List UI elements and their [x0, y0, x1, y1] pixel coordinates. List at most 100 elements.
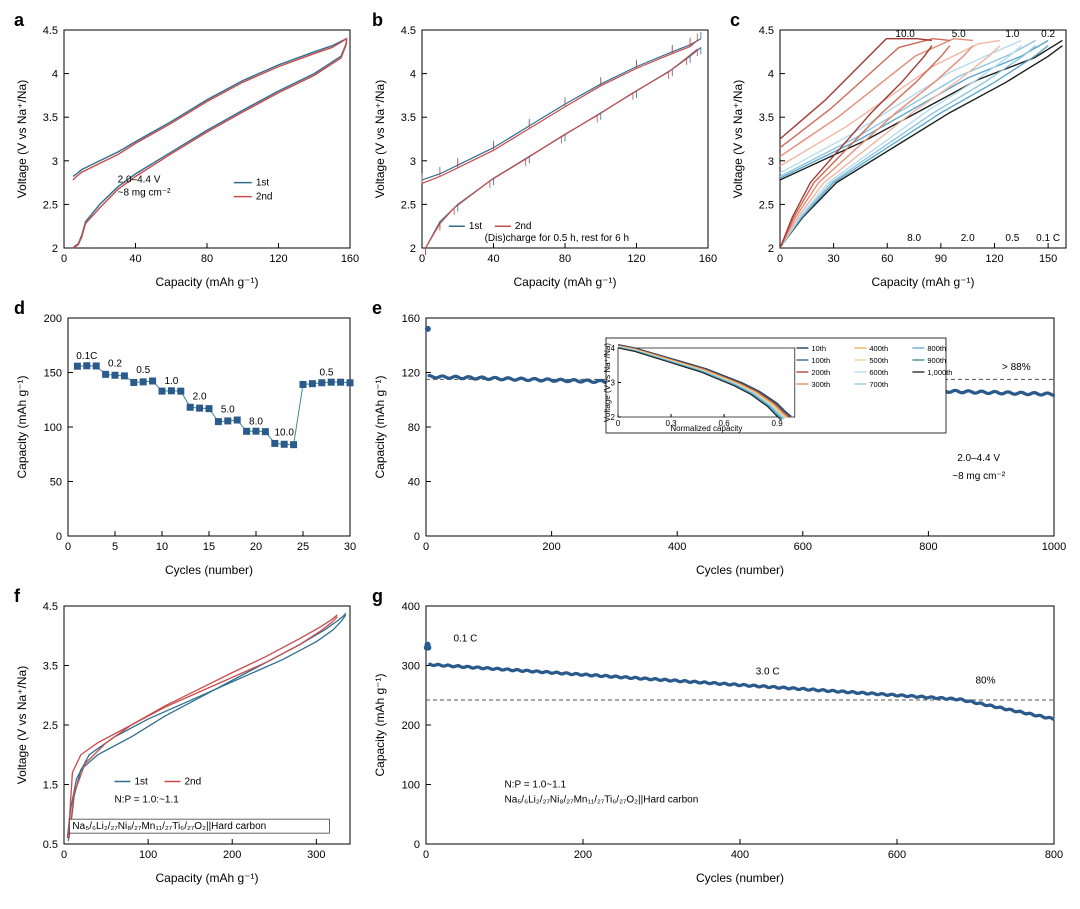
panel-c-label: c — [730, 10, 740, 31]
panel-b-label: b — [372, 10, 383, 31]
svg-text:0.5: 0.5 — [136, 365, 150, 376]
svg-text:15: 15 — [203, 541, 215, 553]
svg-text:40: 40 — [487, 253, 499, 265]
svg-text:Cycles (number): Cycles (number) — [696, 563, 784, 577]
svg-text:80: 80 — [201, 253, 213, 265]
svg-text:4.5: 4.5 — [43, 601, 58, 613]
svg-text:100: 100 — [44, 422, 62, 434]
svg-text:200th: 200th — [811, 368, 830, 377]
svg-text:5.0: 5.0 — [221, 404, 235, 415]
svg-text:20: 20 — [250, 541, 262, 553]
chart-e: 0200400600800100004080120160Cycles (numb… — [370, 300, 1070, 580]
row-3: f 01002003000.51.52.53.54.5Capacity (mAh… — [12, 588, 1068, 888]
svg-text:300th: 300th — [811, 380, 830, 389]
svg-text:2.5: 2.5 — [43, 199, 58, 211]
panel-e-label: e — [372, 298, 382, 319]
svg-text:Cycles (number): Cycles (number) — [165, 563, 253, 577]
row-1: a 0408012016022.533.544.5Capacity (mAh g… — [12, 12, 1068, 292]
svg-text:400: 400 — [402, 601, 420, 613]
chart-d: 051015202530050100150200Cycles (number)C… — [12, 300, 362, 580]
svg-text:8.0: 8.0 — [907, 233, 921, 244]
svg-text:Voltage (V vs Na⁺/Na): Voltage (V vs Na⁺/Na) — [15, 666, 29, 784]
panel-e: e 0200400600800100004080120160Cycles (nu… — [370, 300, 1070, 580]
svg-text:3.5: 3.5 — [401, 112, 416, 124]
svg-text:500th: 500th — [869, 356, 888, 365]
svg-text:120: 120 — [269, 253, 287, 265]
svg-text:80: 80 — [559, 253, 571, 265]
svg-text:1st: 1st — [469, 221, 483, 232]
svg-text:Capacity (mAh g⁻¹): Capacity (mAh g⁻¹) — [155, 871, 258, 885]
svg-text:0.2: 0.2 — [1041, 29, 1055, 40]
svg-text:80: 80 — [408, 422, 420, 434]
svg-text:800th: 800th — [927, 344, 946, 353]
svg-text:0.1 C: 0.1 C — [1036, 233, 1060, 244]
svg-text:800: 800 — [919, 541, 937, 553]
svg-text:700th: 700th — [869, 380, 888, 389]
chart-f: 01002003000.51.52.53.54.5Capacity (mAh g… — [12, 588, 362, 888]
svg-text:10.0: 10.0 — [274, 427, 294, 438]
svg-text:4.5: 4.5 — [43, 25, 58, 37]
svg-text:80%: 80% — [976, 675, 996, 686]
svg-text:600: 600 — [888, 849, 906, 861]
svg-text:4.5: 4.5 — [401, 25, 416, 37]
svg-text:4: 4 — [52, 69, 58, 81]
svg-text:1,000th: 1,000th — [927, 368, 952, 377]
svg-text:40: 40 — [408, 477, 420, 489]
svg-text:0: 0 — [423, 849, 429, 861]
svg-text:400: 400 — [668, 541, 686, 553]
svg-text:1st: 1st — [256, 178, 270, 189]
svg-text:1.0: 1.0 — [1005, 29, 1019, 40]
panel-b: b 0408012016022.533.544.5Capacity (mAh g… — [370, 12, 720, 292]
svg-text:Capacity (mAh g⁻¹): Capacity (mAh g⁻¹) — [15, 375, 29, 478]
svg-text:0: 0 — [777, 253, 783, 265]
svg-text:> 88%: > 88% — [1002, 362, 1031, 373]
svg-text:200: 200 — [542, 541, 560, 553]
svg-text:Capacity (mAh g⁻¹): Capacity (mAh g⁻¹) — [513, 275, 616, 289]
svg-text:Capacity (mAh g⁻¹): Capacity (mAh g⁻¹) — [373, 375, 387, 478]
svg-text:Capacity (mAh g⁻¹): Capacity (mAh g⁻¹) — [871, 275, 974, 289]
svg-text:4.5: 4.5 — [759, 25, 774, 37]
svg-text:120: 120 — [402, 368, 420, 380]
svg-text:0: 0 — [65, 541, 71, 553]
panel-g-label: g — [372, 586, 383, 607]
svg-text:120: 120 — [627, 253, 645, 265]
svg-text:0: 0 — [414, 839, 420, 851]
svg-text:Voltage (V vs Na⁺/Na): Voltage (V vs Na⁺/Na) — [603, 343, 612, 422]
svg-text:200: 200 — [574, 849, 592, 861]
chart-b: 0408012016022.533.544.5Capacity (mAh g⁻¹… — [370, 12, 720, 292]
svg-text:0: 0 — [56, 531, 62, 543]
svg-text:30: 30 — [344, 541, 356, 553]
svg-text:2nd: 2nd — [515, 221, 532, 232]
svg-text:0.5: 0.5 — [320, 367, 334, 378]
svg-text:3.0 C: 3.0 C — [756, 666, 780, 677]
panel-a: a 0408012016022.533.544.5Capacity (mAh g… — [12, 12, 362, 292]
svg-text:~8 mg cm⁻²: ~8 mg cm⁻² — [952, 471, 1005, 482]
svg-text:N:P = 1.0~1.1: N:P = 1.0~1.1 — [505, 779, 567, 790]
svg-text:2.5: 2.5 — [759, 199, 774, 211]
svg-text:10.0: 10.0 — [895, 29, 915, 40]
svg-text:2.0: 2.0 — [193, 391, 207, 402]
svg-text:1.5: 1.5 — [43, 780, 58, 792]
svg-text:2: 2 — [410, 243, 416, 255]
svg-text:4: 4 — [410, 69, 416, 81]
svg-text:1st: 1st — [134, 777, 148, 788]
panel-a-label: a — [14, 10, 24, 31]
svg-text:0: 0 — [61, 253, 67, 265]
svg-text:10th: 10th — [811, 344, 826, 353]
svg-text:1.0: 1.0 — [164, 376, 178, 387]
svg-text:3.5: 3.5 — [43, 661, 58, 673]
svg-text:2: 2 — [52, 243, 58, 255]
svg-text:300: 300 — [307, 849, 325, 861]
svg-text:0: 0 — [61, 849, 67, 861]
svg-text:3: 3 — [410, 156, 416, 168]
svg-text:Cycles (number): Cycles (number) — [696, 871, 784, 885]
svg-text:400: 400 — [731, 849, 749, 861]
chart-c: 030609012015022.533.544.5Capacity (mAh g… — [728, 12, 1078, 292]
svg-text:10: 10 — [156, 541, 168, 553]
svg-text:3: 3 — [52, 156, 58, 168]
svg-text:2: 2 — [768, 243, 774, 255]
svg-text:200: 200 — [44, 313, 62, 325]
svg-text:900th: 900th — [927, 356, 946, 365]
svg-text:0.1C: 0.1C — [76, 351, 97, 362]
svg-text:60: 60 — [881, 253, 893, 265]
